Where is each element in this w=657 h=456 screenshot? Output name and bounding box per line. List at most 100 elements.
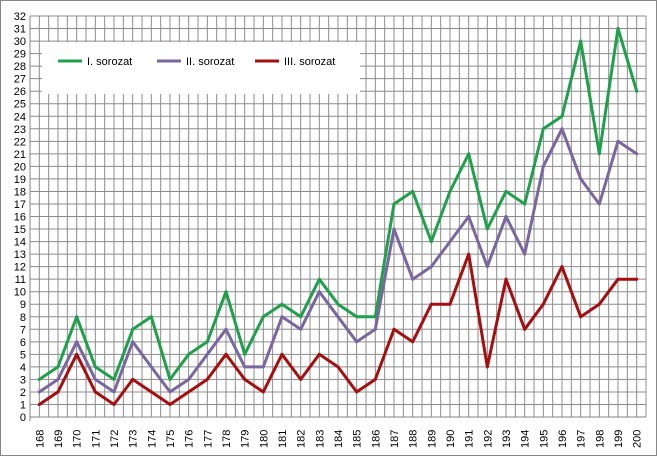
data-point [243, 352, 247, 356]
y-tick-label: 7 [20, 324, 26, 336]
y-tick-label: 20 [14, 161, 26, 173]
data-point [504, 215, 508, 218]
data-point [149, 315, 153, 319]
x-tick-label: 189 [426, 430, 438, 448]
data-point [635, 89, 639, 93]
data-point [37, 403, 41, 406]
y-tick-label: 8 [20, 312, 26, 324]
data-point [75, 352, 79, 356]
data-point [149, 365, 153, 369]
y-tick-label: 1 [20, 399, 26, 411]
data-point [373, 327, 377, 331]
y-tick-label: 6 [20, 337, 26, 349]
data-point [541, 127, 545, 131]
data-point [317, 352, 321, 356]
data-point [541, 302, 545, 306]
y-tick-label: 29 [14, 49, 26, 61]
y-tick-label: 3 [20, 374, 26, 386]
data-point [75, 315, 79, 319]
data-point [299, 327, 303, 331]
data-point [448, 240, 452, 244]
data-point [131, 377, 135, 381]
data-point [560, 127, 564, 131]
x-tick-label: 195 [538, 430, 550, 448]
x-tick-label: 173 [128, 430, 140, 448]
data-point [280, 302, 284, 306]
x-tick-label: 193 [501, 430, 513, 448]
data-point [56, 377, 60, 381]
data-point [560, 114, 564, 118]
x-tick-label: 197 [576, 430, 588, 448]
x-tick-label: 168 [34, 430, 46, 448]
x-tick-label: 170 [72, 430, 84, 448]
data-point [261, 315, 265, 319]
data-point [112, 390, 116, 394]
x-tick-label: 200 [632, 430, 644, 448]
data-point [355, 315, 359, 319]
x-tick-label: 175 [165, 430, 177, 448]
y-tick-label: 13 [14, 249, 26, 261]
x-tick-label: 178 [221, 430, 233, 448]
x-tick-label: 196 [557, 430, 569, 448]
data-point [429, 240, 433, 244]
x-tick-label: 194 [520, 430, 532, 448]
data-point [224, 327, 228, 331]
y-tick-label: 14 [14, 237, 26, 249]
x-tick-label: 186 [370, 430, 382, 448]
data-point [616, 139, 620, 143]
y-tick-label: 0 [20, 412, 26, 424]
data-point [616, 277, 620, 281]
data-point [448, 189, 452, 193]
y-tick-label: 2 [20, 387, 26, 399]
y-tick-label: 10 [14, 287, 26, 299]
data-point [392, 227, 396, 231]
data-point [579, 315, 583, 319]
data-point [616, 27, 620, 30]
data-point [243, 377, 247, 381]
x-tick-label: 180 [258, 430, 270, 448]
data-point [205, 352, 209, 356]
data-point [579, 39, 583, 43]
data-point [205, 340, 209, 344]
data-point [56, 365, 60, 369]
data-point [635, 152, 639, 156]
data-point [224, 290, 228, 294]
data-point [168, 403, 172, 406]
y-tick-label: 23 [14, 124, 26, 136]
legend-label: I. sorozat [87, 56, 132, 68]
data-point [485, 227, 489, 231]
x-tick-label: 174 [146, 430, 158, 448]
data-point [93, 390, 97, 394]
legend [42, 42, 360, 94]
x-tick-label: 188 [408, 430, 420, 448]
data-point [75, 340, 79, 344]
data-point [336, 315, 340, 319]
data-point [317, 290, 321, 294]
data-point [299, 377, 303, 381]
data-point [411, 189, 415, 193]
y-tick-label: 27 [14, 74, 26, 86]
data-point [187, 352, 191, 356]
data-point [56, 390, 60, 394]
data-point [635, 277, 639, 281]
x-tick-label: 176 [184, 430, 196, 448]
y-tick-label: 32 [14, 11, 26, 23]
y-tick-label: 25 [14, 99, 26, 111]
x-tick-label: 199 [613, 430, 625, 448]
data-point [467, 152, 471, 156]
data-point [523, 327, 527, 331]
data-point [485, 265, 489, 269]
data-point [523, 252, 527, 256]
data-point [93, 365, 97, 369]
y-tick-label: 12 [14, 262, 26, 274]
data-point [261, 390, 265, 394]
data-point [541, 164, 545, 168]
data-point [112, 403, 116, 406]
data-point [597, 202, 601, 206]
data-point [112, 377, 116, 381]
data-point [467, 215, 471, 218]
data-point [187, 377, 191, 381]
y-tick-label: 30 [14, 36, 26, 48]
x-tick-label: 171 [90, 430, 102, 448]
